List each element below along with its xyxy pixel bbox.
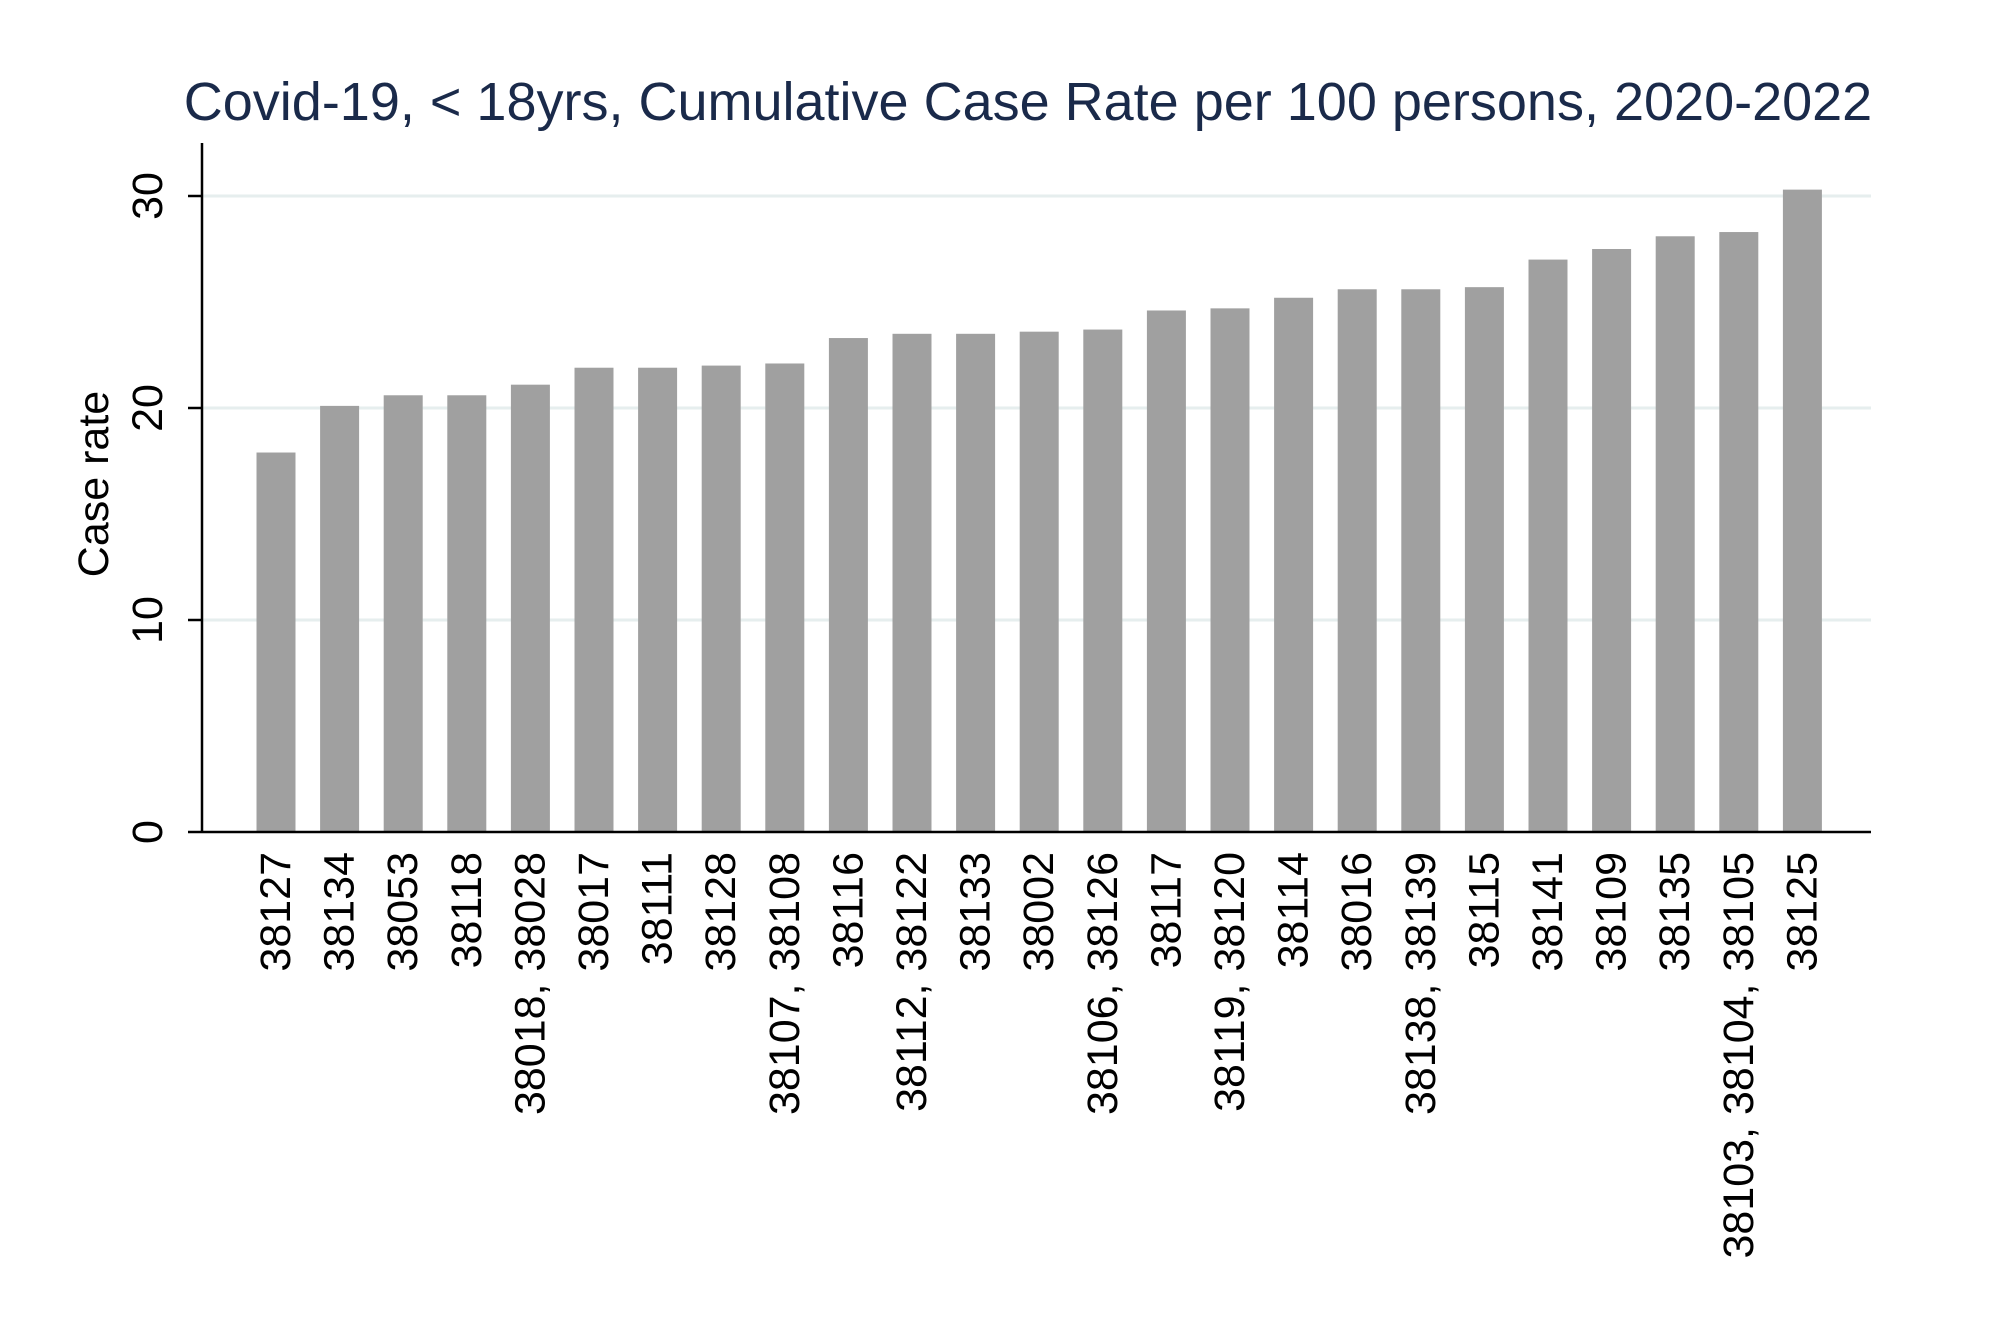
bar-14 xyxy=(1083,329,1123,832)
bar-8 xyxy=(701,365,741,832)
bar-24 xyxy=(1719,232,1759,833)
bars xyxy=(256,189,1822,833)
x-tick-label: 38017 xyxy=(570,852,618,972)
bar-18 xyxy=(1337,289,1377,832)
bar-7 xyxy=(638,367,678,832)
x-tick-label: 38134 xyxy=(316,852,364,972)
x-tick-label: 38127 xyxy=(252,852,300,972)
bar-10 xyxy=(828,338,868,832)
bar-22 xyxy=(1592,249,1632,832)
bar-17 xyxy=(1274,297,1314,832)
bar-5 xyxy=(510,384,550,832)
x-tick-label: 38125 xyxy=(1778,852,1826,972)
bar-9 xyxy=(765,363,805,832)
bar-11 xyxy=(892,333,932,832)
bar-15 xyxy=(1146,310,1186,833)
y-tick-label: 20 xyxy=(124,384,172,432)
x-tick-label: 38133 xyxy=(952,852,1000,972)
x-tick-label: 38114 xyxy=(1270,852,1318,968)
bar-2 xyxy=(320,405,360,832)
y-tick-label: 30 xyxy=(124,172,172,220)
y-tick-label: 10 xyxy=(124,596,172,644)
bar-12 xyxy=(956,333,996,832)
x-tick-labels: 38127 38134 38053 38118 38018, 38028 38017 381… xyxy=(252,852,1826,1259)
x-tick-label: 38053 xyxy=(379,852,427,972)
x-tick-label: 38116 xyxy=(824,852,872,968)
y-tick-label: 0 xyxy=(124,820,172,844)
bar-1 xyxy=(256,452,296,832)
x-tick-label: 38141 xyxy=(1524,852,1572,972)
x-tick-label: 38016 xyxy=(1333,852,1381,972)
x-tick-label: 38018, 38028 xyxy=(506,852,554,1115)
x-tick-label: 38128 xyxy=(697,852,745,972)
x-tick-label: 38107, 38108 xyxy=(761,852,809,1115)
x-tick-label: 38117 xyxy=(1142,852,1190,968)
x-tick-label: 38138, 38139 xyxy=(1397,852,1445,1115)
x-tick-label: 38119, 38120 xyxy=(1206,852,1254,1112)
y-ticks: 0 10 20 30 xyxy=(124,172,202,844)
bar-20 xyxy=(1464,287,1504,832)
bar-16 xyxy=(1210,308,1250,832)
bar-4 xyxy=(447,395,487,832)
bar-3 xyxy=(383,395,423,832)
x-tick-label: 38111 xyxy=(634,852,682,965)
bar-19 xyxy=(1401,289,1441,832)
x-tick-label: 38002 xyxy=(1015,852,1063,972)
bar-6 xyxy=(574,367,614,832)
x-tick-label: 38118 xyxy=(443,852,491,968)
x-tick-label: 38103, 38104, 38105 xyxy=(1715,852,1763,1259)
bar-13 xyxy=(1019,331,1059,832)
x-tick-label: 38135 xyxy=(1651,852,1699,972)
axes xyxy=(200,143,1871,834)
bar-25 xyxy=(1782,189,1822,832)
chart-title: Covid-19, < 18yrs, Cumulative Case Rate … xyxy=(184,72,1872,132)
bar-21 xyxy=(1528,259,1568,833)
y-axis-label: Case rate xyxy=(70,391,118,577)
x-tick-label: 38112, 38122 xyxy=(888,852,936,1112)
x-tick-label: 38106, 38126 xyxy=(1079,852,1127,1115)
x-tick-label: 38109 xyxy=(1588,852,1636,972)
bar-23 xyxy=(1655,236,1695,832)
x-tick-label: 38115 xyxy=(1460,852,1508,968)
